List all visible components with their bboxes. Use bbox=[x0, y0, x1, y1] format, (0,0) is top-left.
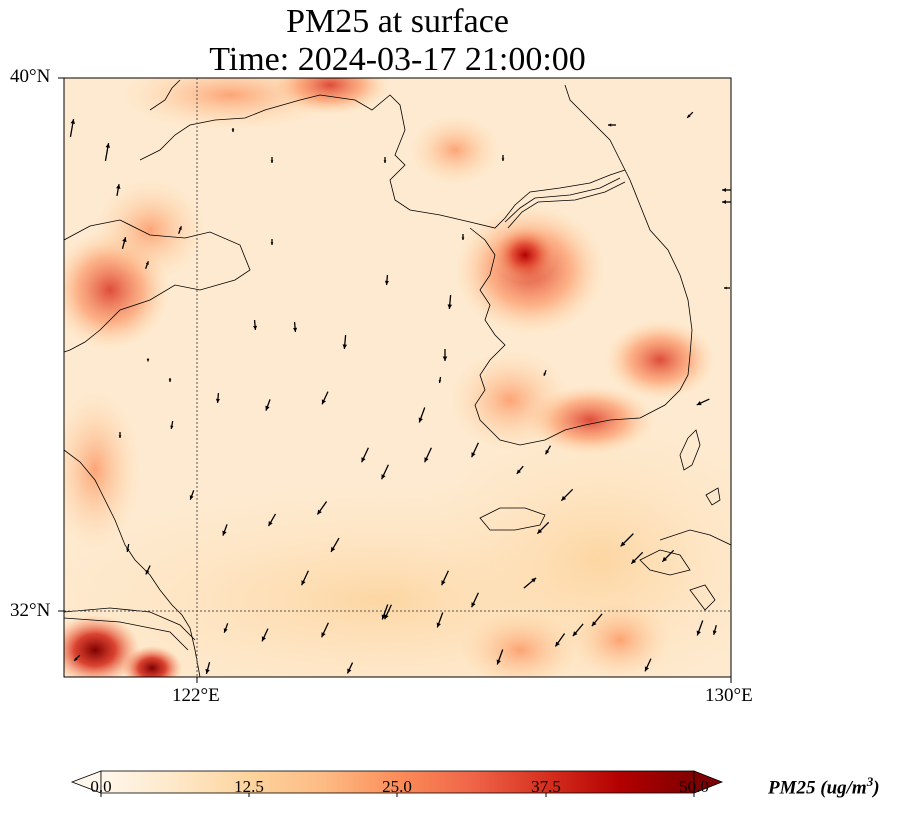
wind-arrow bbox=[168, 378, 172, 382]
wind-arrow bbox=[543, 369, 547, 377]
wind-arrow bbox=[501, 155, 505, 161]
wind-arrow bbox=[205, 662, 211, 674]
wind-arrow bbox=[316, 501, 328, 515]
wind-arrow bbox=[686, 111, 694, 119]
wind-arrow bbox=[620, 533, 634, 547]
wind-arrow bbox=[442, 349, 448, 361]
coastlines bbox=[64, 79, 731, 677]
wind-arrow bbox=[661, 549, 675, 563]
wind-arrow bbox=[265, 399, 271, 411]
wind-arrow bbox=[418, 407, 426, 423]
wind-arrow bbox=[170, 420, 174, 430]
colorbar-tick-label: 0.0 bbox=[90, 777, 112, 796]
wind-arrow bbox=[293, 321, 298, 333]
wind-arrow bbox=[496, 649, 504, 665]
wind-arrow bbox=[516, 465, 524, 475]
wind-arrow bbox=[223, 623, 229, 633]
wind-arrow bbox=[384, 274, 389, 286]
wind-arrow bbox=[630, 551, 644, 565]
wind-arrow bbox=[126, 543, 130, 553]
wind-arrow bbox=[121, 237, 127, 249]
wind-arrow bbox=[436, 612, 444, 628]
wind-arrow bbox=[384, 604, 392, 620]
gridlines bbox=[64, 78, 731, 677]
lat-tick-40n: 40°N bbox=[10, 66, 51, 87]
figure-subtitle-time: Time: 2024-03-17 21:00:00 bbox=[209, 41, 586, 78]
pm25-map bbox=[58, 77, 732, 683]
wind-arrow bbox=[146, 358, 150, 362]
wind-arrow bbox=[69, 119, 76, 137]
wind-arrow bbox=[523, 577, 537, 589]
colorbar-tick-label: 50.0 bbox=[679, 777, 709, 796]
wind-arrow bbox=[471, 442, 479, 458]
wind-arrow bbox=[270, 157, 274, 163]
wind-arrow bbox=[608, 123, 616, 127]
wind-arrow bbox=[222, 524, 228, 536]
wind-arrow bbox=[536, 521, 550, 535]
wind-arrow bbox=[73, 654, 81, 662]
axis-ticks bbox=[58, 77, 732, 683]
wind-arrow bbox=[261, 628, 269, 642]
wind-arrow bbox=[591, 613, 603, 627]
wind-arrow bbox=[104, 143, 111, 161]
wind-arrow bbox=[696, 620, 704, 636]
wind-arrow bbox=[361, 447, 369, 463]
wind-arrow bbox=[696, 398, 710, 406]
wind-arrow bbox=[383, 157, 387, 163]
wind-arrow bbox=[215, 392, 220, 404]
map-frame bbox=[63, 77, 732, 678]
colorbar-tick-label: 25.0 bbox=[382, 777, 412, 796]
wind-vectors bbox=[69, 111, 731, 674]
wind-arrow bbox=[346, 662, 354, 674]
wind-arrow bbox=[461, 234, 465, 240]
pm25-field bbox=[64, 78, 731, 677]
wind-arrow bbox=[267, 513, 277, 527]
colorbar-tick-label: 12.5 bbox=[234, 777, 264, 796]
lon-tick-122e: 122°E bbox=[172, 685, 220, 706]
wind-arrow bbox=[145, 565, 151, 575]
wind-arrow bbox=[471, 592, 479, 608]
wind-arrow bbox=[189, 490, 195, 500]
wind-arrow bbox=[381, 604, 389, 620]
wind-arrow bbox=[722, 199, 731, 205]
wind-arrow bbox=[270, 239, 274, 245]
wind-arrow bbox=[116, 183, 121, 197]
wind-arrow bbox=[381, 464, 389, 480]
wind-arrow bbox=[321, 391, 329, 405]
wind-arrow bbox=[554, 633, 566, 647]
wind-arrow bbox=[330, 537, 340, 553]
wind-arrow bbox=[342, 334, 348, 350]
wind-arrow bbox=[544, 445, 552, 455]
wind-arrow bbox=[724, 286, 730, 290]
wind-arrow bbox=[178, 226, 182, 234]
wind-arrow bbox=[447, 294, 453, 310]
figure-title: PM25 at surface bbox=[286, 3, 509, 40]
wind-arrow bbox=[438, 376, 442, 384]
wind-arrow bbox=[321, 622, 329, 638]
wind-arrow bbox=[722, 187, 731, 193]
wind-arrow bbox=[441, 570, 449, 586]
lon-tick-130e: 130°E bbox=[705, 685, 753, 706]
wind-arrow bbox=[424, 447, 432, 463]
lat-tick-32n: 32°N bbox=[10, 600, 51, 621]
wind-arrow bbox=[231, 128, 235, 132]
colorbar-label: PM25 (ug/m3) bbox=[768, 774, 880, 799]
wind-arrow bbox=[301, 570, 309, 586]
wind-arrow bbox=[253, 319, 258, 331]
wind-arrow bbox=[145, 261, 149, 269]
wind-arrow bbox=[560, 488, 574, 502]
wind-arrow bbox=[644, 658, 652, 672]
wind-arrow bbox=[572, 623, 584, 637]
colorbar-tick-label: 37.5 bbox=[531, 777, 561, 796]
wind-arrow bbox=[712, 625, 717, 635]
wind-arrow bbox=[118, 432, 122, 438]
